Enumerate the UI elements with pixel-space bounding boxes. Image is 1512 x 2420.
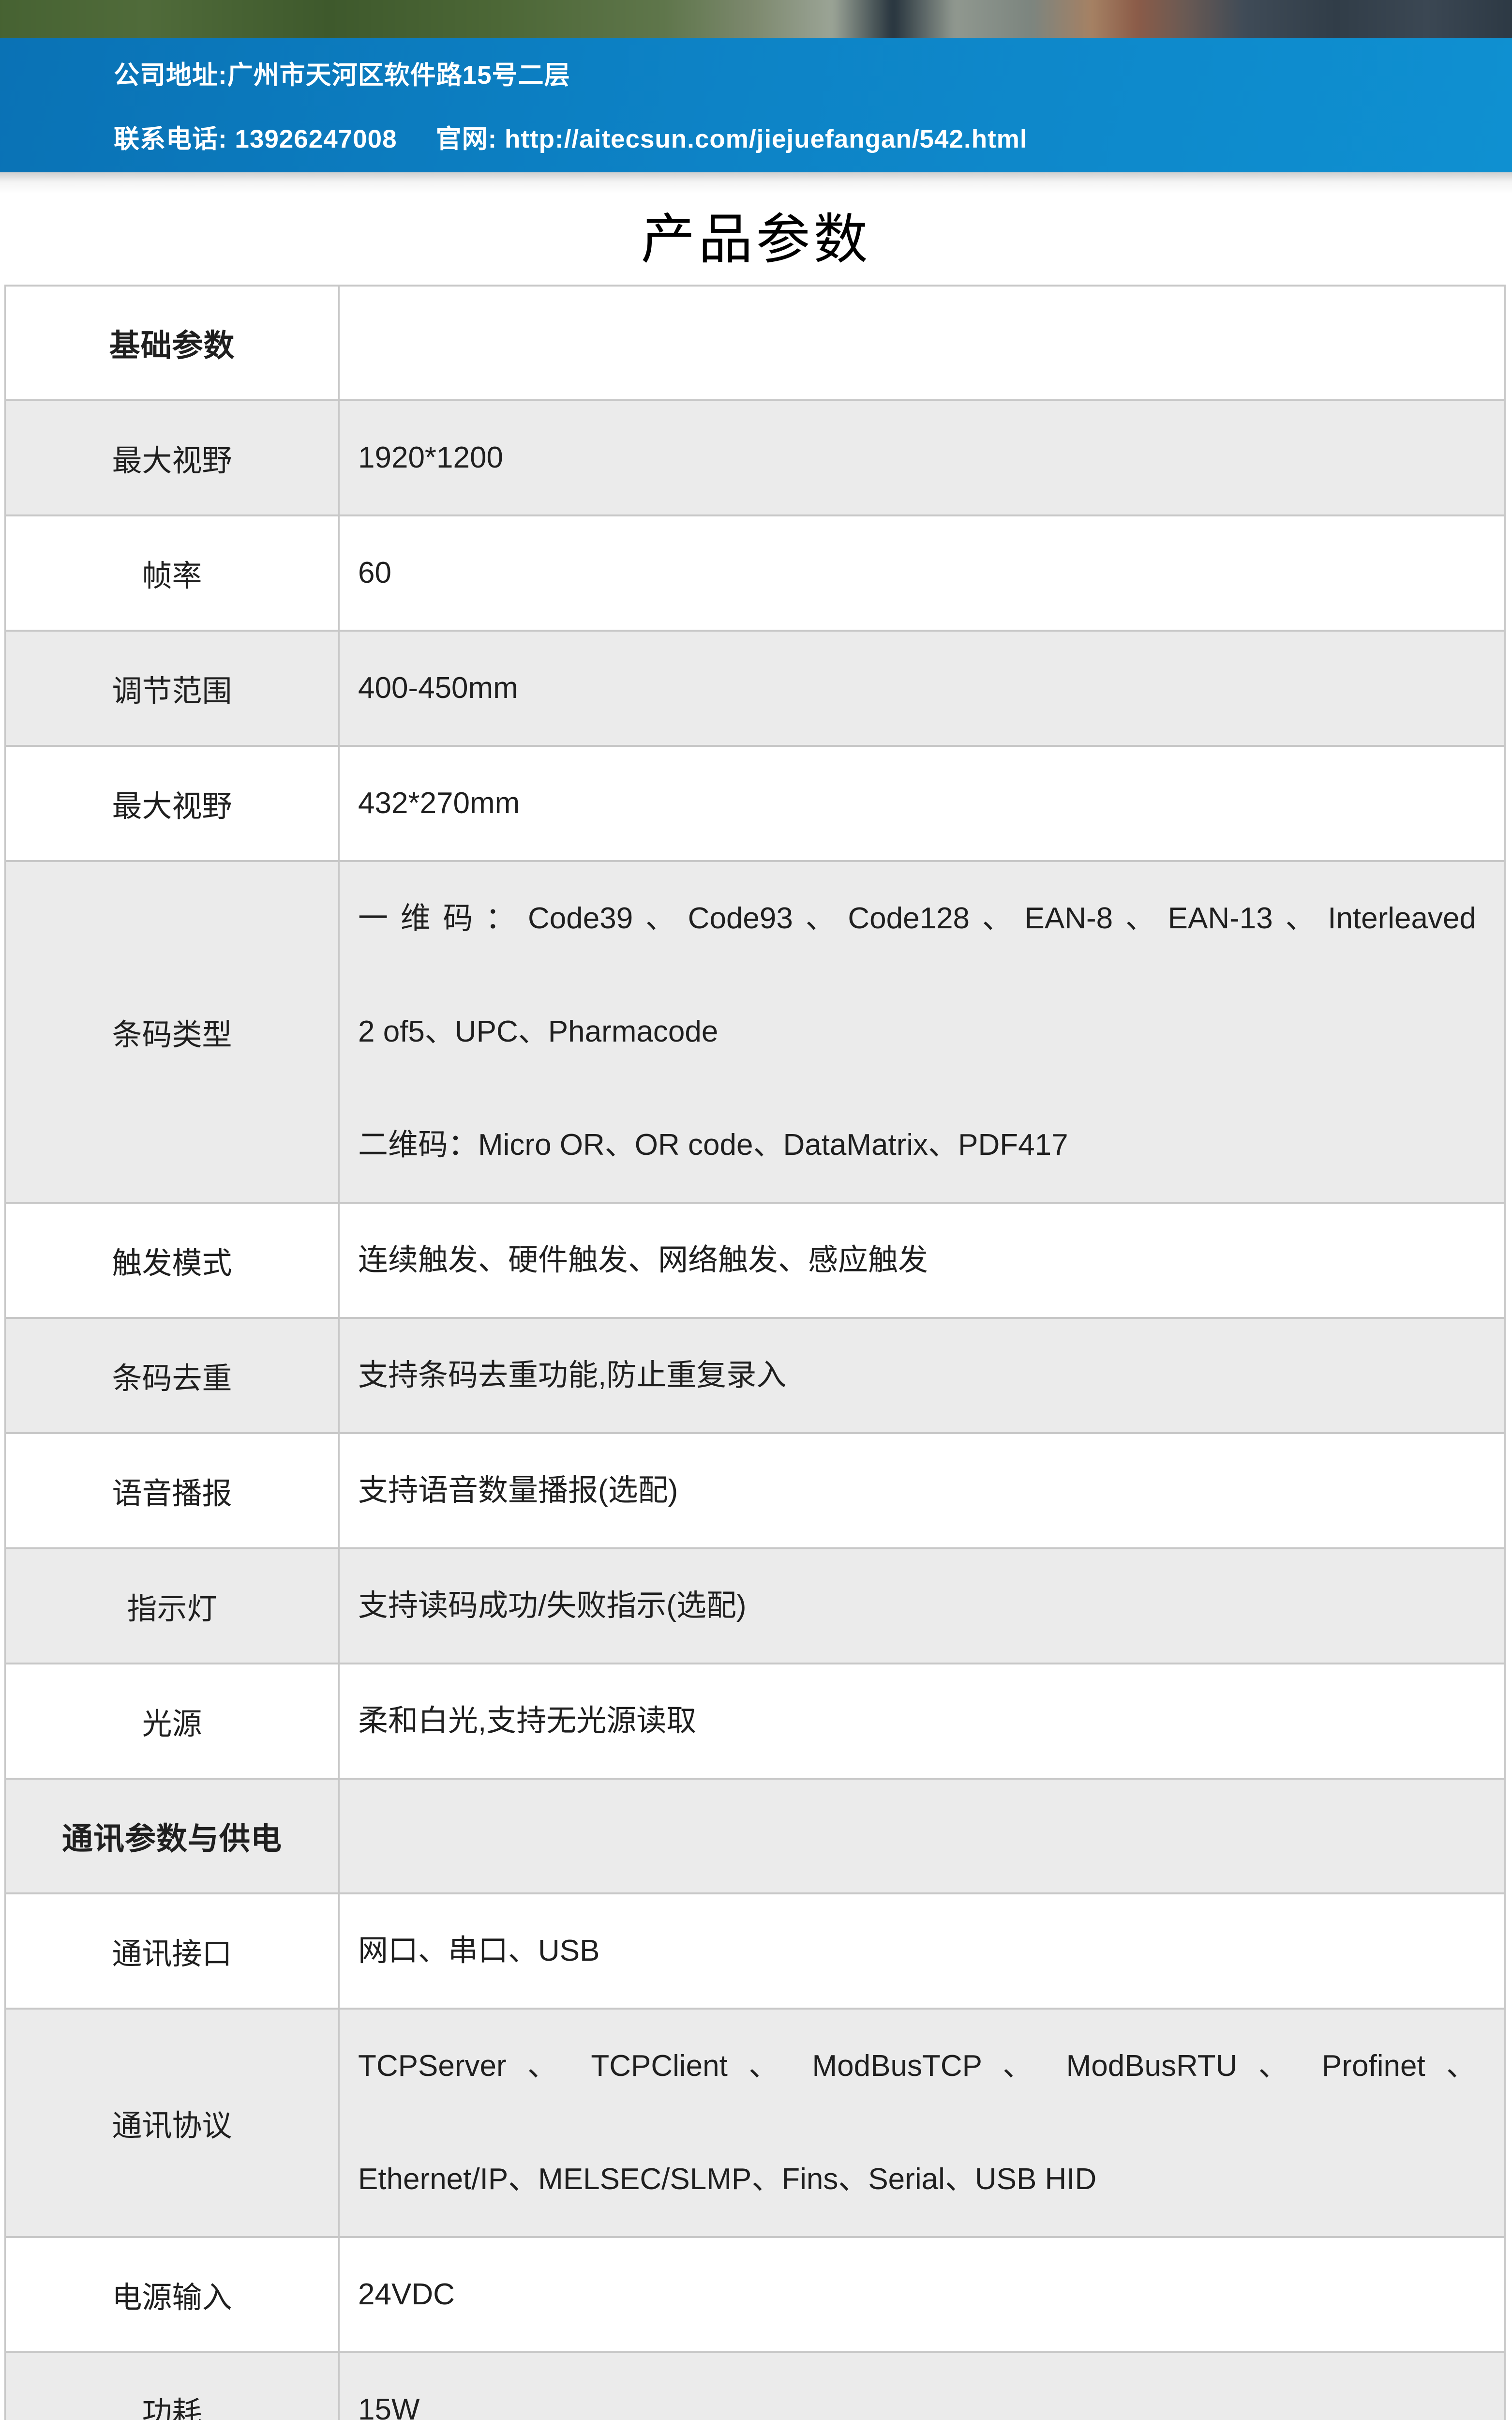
spec-value-line: TCPServer 、 TCPClient 、 ModBusTCP 、 ModB… — [358, 2049, 1476, 2083]
spec-label: 触发模式 — [6, 1204, 340, 1317]
table-row: 调节范围 400-450mm — [6, 630, 1504, 745]
spec-label: 基础参数 — [6, 287, 340, 399]
table-row: 功耗 15W — [6, 2351, 1504, 2420]
spec-value: 1920*1200 — [340, 401, 1504, 514]
contact-row: 联系电话: 13926247008 官网: http://aitecsun.com… — [114, 119, 1483, 155]
spec-label: 帧率 — [6, 516, 340, 630]
spec-value: 连续触发、硬件触发、网络触发、感应触发 — [340, 1204, 1504, 1317]
spec-value-line: 400-450mm — [358, 671, 518, 705]
spec-label: 调节范围 — [6, 632, 340, 745]
spec-label: 功耗 — [6, 2353, 340, 2420]
header-photo-strip — [0, 0, 1512, 38]
spec-label: 光源 — [6, 1664, 340, 1778]
spec-value-line: 432*270mm — [358, 786, 520, 820]
table-row: 通讯接口 网口、串口、USB — [6, 1892, 1504, 2008]
spec-label: 条码类型 — [6, 862, 340, 1202]
spec-value-line: 支持读码成功/失败指示(选配) — [358, 1589, 747, 1622]
spec-value-line: 二维码：Micro OR、OR code、DataMatrix、PDF417 — [358, 1128, 1068, 1162]
spec-label: 最大视野 — [6, 401, 340, 514]
table-row: 基础参数 — [6, 287, 1504, 399]
spec-value-line: 1920*1200 — [358, 441, 503, 474]
spec-value-line: 60 — [358, 556, 391, 590]
spec-value-line: Ethernet/IP、MELSEC/SLMP、Fins、Serial、USB … — [358, 2163, 1097, 2196]
table-row: 最大视野 1920*1200 — [6, 399, 1504, 514]
spec-label: 通讯接口 — [6, 1894, 340, 2008]
spec-value: 支持条码去重功能,防止重复录入 — [340, 1319, 1504, 1432]
spec-value-line: 柔和白光,支持无光源读取 — [358, 1704, 697, 1738]
spec-value-line: 支持条码去重功能,防止重复录入 — [358, 1359, 787, 1392]
table-row: 帧率 60 — [6, 514, 1504, 630]
spec-label: 语音播报 — [6, 1434, 340, 1547]
company-address: 公司地址:广州市天河区软件路15号二层 — [114, 61, 570, 90]
table-row: 最大视野 432*270mm — [6, 745, 1504, 860]
table-row: 触发模式 连续触发、硬件触发、网络触发、感应触发 — [6, 1202, 1504, 1317]
spec-value: 432*270mm — [340, 747, 1504, 860]
spec-value-line: 网口、串口、USB — [358, 1934, 600, 1967]
spec-value: 60 — [340, 516, 1504, 630]
spec-value: 一维码：Code39、Code93、Code128、EAN-8、EAN-13、I… — [340, 862, 1504, 1202]
spec-label: 指示灯 — [6, 1549, 340, 1663]
spec-value-line: 24VDC — [358, 2278, 455, 2311]
table-row: 指示灯 支持读码成功/失败指示(选配) — [6, 1547, 1504, 1663]
spec-value — [340, 287, 1504, 399]
contact-banner: 公司地址:广州市天河区软件路15号二层 联系电话: 13926247008 官网:… — [0, 38, 1512, 172]
spec-value: TCPServer 、 TCPClient 、 ModBusTCP 、 ModB… — [340, 2010, 1504, 2236]
spec-value: 400-450mm — [340, 632, 1504, 745]
spec-value: 15W — [340, 2353, 1504, 2420]
spec-value-line: 支持语音数量播报(选配) — [358, 1474, 678, 1507]
spec-table: 基础参数 最大视野 1920*1200 帧率 60 调节范围 400-450mm… — [4, 285, 1506, 2420]
table-row: 电源输入 24VDC — [6, 2236, 1504, 2351]
spec-value-line: 15W — [358, 2393, 420, 2420]
spec-label: 通讯参数与供电 — [6, 1780, 340, 1892]
spec-label: 条码去重 — [6, 1319, 340, 1432]
spec-label: 通讯协议 — [6, 2010, 340, 2236]
spec-value: 支持读码成功/失败指示(选配) — [340, 1549, 1504, 1663]
banner-drop-shadow — [0, 172, 1512, 194]
spec-value: 网口、串口、USB — [340, 1894, 1504, 2008]
spec-label: 最大视野 — [6, 747, 340, 860]
spec-value-line: 2 of5、UPC、Pharmacode — [358, 1015, 719, 1048]
spec-value-line: 一维码：Code39、Code93、Code128、EAN-8、EAN-13、I… — [358, 902, 1476, 935]
spec-label: 电源输入 — [6, 2238, 340, 2351]
spec-value: 24VDC — [340, 2238, 1504, 2351]
table-row: 光源 柔和白光,支持无光源读取 — [6, 1663, 1504, 1778]
table-row: 通讯协议 TCPServer 、 TCPClient 、 ModBusTCP 、… — [6, 2008, 1504, 2236]
spec-value-line: 连续触发、硬件触发、网络触发、感应触发 — [358, 1243, 928, 1277]
website-url: 官网: http://aitecsun.com/jiejuefangan/542… — [435, 125, 1028, 153]
table-row: 条码类型 一维码：Code39、Code93、Code128、EAN-8、EAN… — [6, 860, 1504, 1202]
spec-value: 柔和白光,支持无光源读取 — [340, 1664, 1504, 1778]
table-row: 通讯参数与供电 — [6, 1778, 1504, 1892]
contact-phone: 联系电话: 13926247008 — [114, 125, 397, 153]
spec-value: 支持语音数量播报(选配) — [340, 1434, 1504, 1547]
page-title: 产品参数 — [641, 209, 871, 270]
table-row: 语音播报 支持语音数量播报(选配) — [6, 1432, 1504, 1547]
spec-value — [340, 1780, 1504, 1892]
table-row: 条码去重 支持条码去重功能,防止重复录入 — [6, 1317, 1504, 1432]
